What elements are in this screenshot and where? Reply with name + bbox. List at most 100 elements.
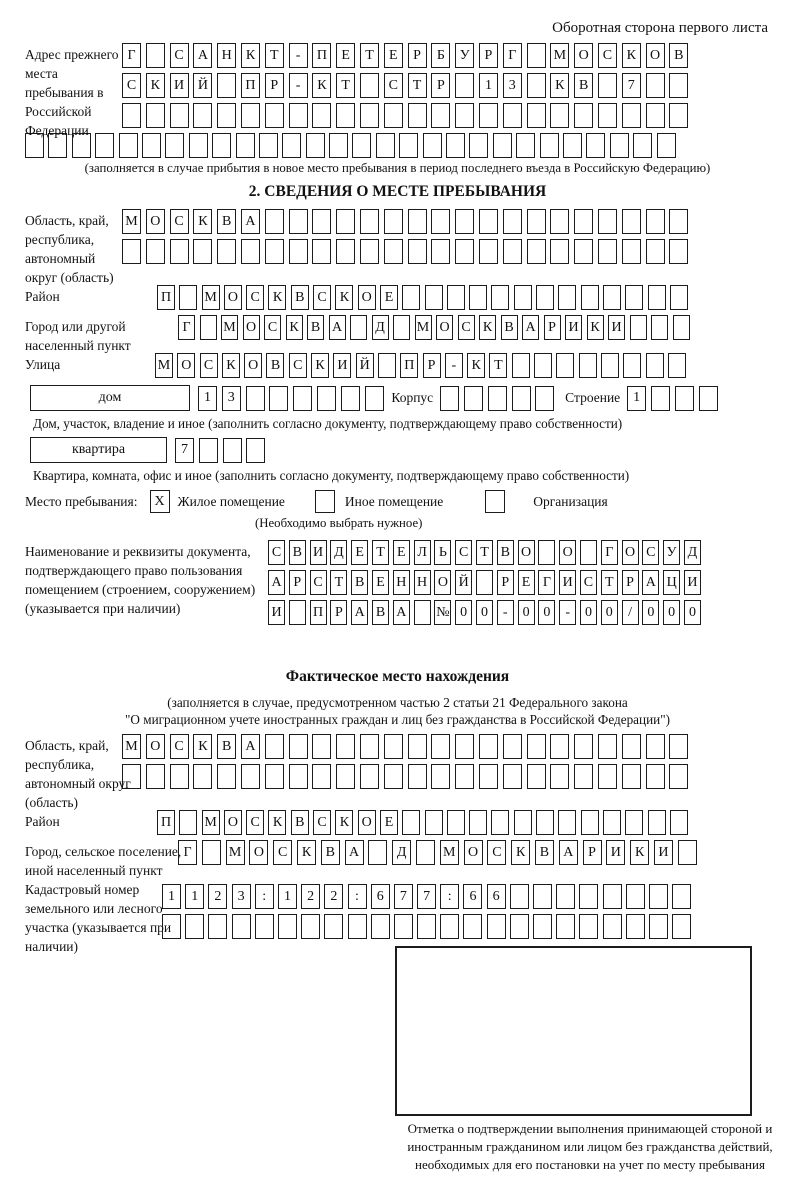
char-cell[interactable] [509,884,529,909]
char-cell[interactable]: Т [489,353,508,378]
char-cell[interactable] [25,133,44,158]
char-cell[interactable] [282,133,302,158]
char-cell[interactable] [597,734,617,759]
char-cell[interactable] [179,810,198,835]
char-cell[interactable]: 0 [455,600,473,625]
char-cell[interactable]: Е [336,43,356,68]
char-cell[interactable] [574,103,594,128]
char-cell[interactable] [440,385,460,411]
char-cell[interactable] [509,914,529,939]
char-cell[interactable] [169,103,189,128]
char-cell[interactable]: Н [217,43,237,68]
char-cell[interactable]: : [347,884,367,909]
char-cell[interactable] [558,285,577,310]
char-cell[interactable] [288,764,308,789]
char-cell[interactable] [645,209,665,234]
char-cell[interactable]: В [290,810,309,835]
char-cell[interactable] [340,385,360,411]
char-cell[interactable]: Т [330,570,348,595]
char-cell[interactable]: С [579,570,597,595]
char-cell[interactable]: 2 [324,884,344,909]
char-cell[interactable] [169,239,189,264]
char-cell[interactable] [645,103,665,128]
char-cell[interactable]: П [400,353,419,378]
char-cell[interactable]: С [169,209,189,234]
char-cell[interactable] [491,285,510,310]
char-cell[interactable]: Д [392,840,412,865]
char-cell[interactable] [324,914,344,939]
char-cell[interactable] [359,764,379,789]
char-cell[interactable]: С [246,810,265,835]
char-cell[interactable] [550,734,570,759]
char-cell[interactable]: Г [178,315,195,340]
char-cell[interactable]: М [439,840,459,865]
char-cell[interactable] [579,540,597,565]
char-cell[interactable]: Д [683,540,701,565]
char-cell[interactable]: 0 [475,600,493,625]
char-cell[interactable] [535,385,555,411]
char-cell[interactable] [645,734,665,759]
char-cell[interactable]: В [290,285,309,310]
char-cell[interactable]: И [683,570,701,595]
char-cell[interactable] [597,209,617,234]
char-cell[interactable]: С [273,840,293,865]
char-cell[interactable]: Р [288,570,306,595]
char-cell[interactable]: 6 [486,884,506,909]
char-cell[interactable]: Г [178,840,197,865]
char-cell[interactable]: 3 [231,884,251,909]
char-cell[interactable] [645,353,664,378]
char-cell[interactable]: Р [496,570,514,595]
char-cell[interactable]: С [264,315,281,340]
char-cell[interactable]: 0 [579,600,597,625]
char-cell[interactable]: К [240,43,260,68]
char-cell[interactable]: К [467,353,486,378]
char-cell[interactable]: К [511,840,531,865]
char-cell[interactable] [352,133,372,158]
char-cell[interactable] [336,239,356,264]
char-cell[interactable]: А [240,209,260,234]
char-cell[interactable]: В [669,43,689,68]
char-cell[interactable] [165,133,185,158]
char-cell[interactable]: 0 [683,600,701,625]
char-cell[interactable] [574,209,594,234]
char-cell[interactable] [621,764,641,789]
char-cell[interactable] [669,103,689,128]
char-cell[interactable]: С [383,73,403,98]
char-cell[interactable] [562,133,582,158]
char-cell[interactable]: 7 [175,437,194,463]
char-cell[interactable]: В [307,315,324,340]
char-cell[interactable]: И [565,315,582,340]
char-cell[interactable]: М [155,353,173,378]
char-cell[interactable]: 7 [417,884,437,909]
char-cell[interactable]: В [500,315,518,340]
char-cell[interactable]: С [268,540,285,565]
char-cell[interactable] [648,884,668,909]
char-cell[interactable] [526,103,546,128]
char-cell[interactable] [364,385,384,411]
char-cell[interactable] [580,810,599,835]
char-cell[interactable] [645,239,665,264]
char-cell[interactable] [446,810,465,835]
char-cell[interactable]: И [333,353,352,378]
checkbox-inoe[interactable] [314,490,335,513]
char-cell[interactable]: В [266,353,285,378]
char-cell[interactable]: О [244,353,263,378]
char-cell[interactable]: О [145,734,165,759]
char-cell[interactable] [145,764,165,789]
char-cell[interactable]: А [328,315,346,340]
char-cell[interactable] [669,734,689,759]
char-cell[interactable] [579,884,599,909]
char-cell[interactable]: Е [392,540,410,565]
char-cell[interactable]: О [145,209,165,234]
char-cell[interactable]: А [642,570,660,595]
char-cell[interactable] [645,764,665,789]
char-cell[interactable] [212,133,232,158]
char-cell[interactable]: О [357,285,376,310]
char-cell[interactable] [122,764,141,789]
char-cell[interactable]: 0 [642,600,660,625]
char-cell[interactable]: К [630,840,650,865]
char-cell[interactable] [185,914,205,939]
char-cell[interactable] [383,764,403,789]
char-cell[interactable]: У [663,540,681,565]
char-cell[interactable] [217,239,237,264]
